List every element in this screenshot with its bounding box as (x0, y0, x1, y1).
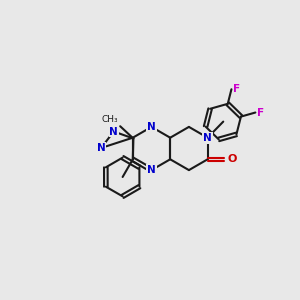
Text: N: N (203, 133, 212, 143)
Text: N: N (110, 127, 118, 136)
Text: N: N (147, 122, 156, 132)
Text: CH₃: CH₃ (101, 115, 118, 124)
Text: N: N (147, 165, 156, 175)
Text: N: N (97, 143, 105, 153)
Text: F: F (257, 107, 264, 118)
Text: O: O (228, 154, 237, 164)
Text: F: F (233, 84, 240, 94)
